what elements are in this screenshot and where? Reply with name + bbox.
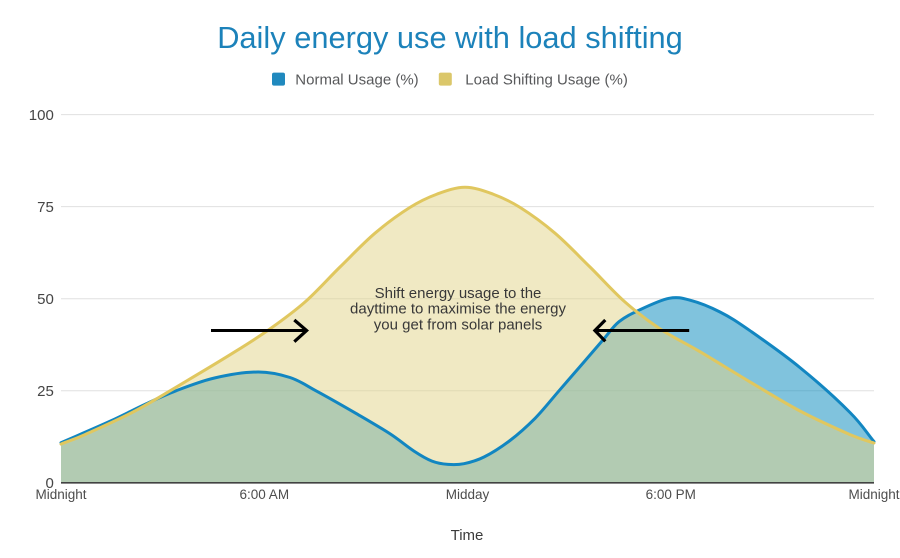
svg-text:Midnight: Midnight (848, 487, 899, 502)
svg-text:Time: Time (451, 527, 484, 544)
svg-text:100: 100 (29, 107, 54, 124)
svg-text:Midnight: Midnight (35, 487, 86, 502)
svg-text:you get from solar panels: you get from solar panels (374, 317, 542, 334)
svg-text:75: 75 (37, 199, 54, 216)
svg-text:Daily energy use with load shi: Daily energy use with load shifting (217, 20, 683, 55)
svg-text:Load Shifting Usage (%): Load Shifting Usage (%) (465, 72, 628, 89)
svg-text:0: 0 (45, 475, 53, 492)
svg-text:Midday: Midday (446, 487, 490, 502)
svg-text:50: 50 (37, 291, 54, 308)
svg-text:dayttime to maximise the energ: dayttime to maximise the energy (350, 301, 566, 318)
svg-text:25: 25 (37, 383, 54, 400)
svg-text:Normal Usage (%): Normal Usage (%) (295, 72, 418, 89)
svg-text:6:00 PM: 6:00 PM (646, 487, 696, 502)
svg-text:Shift energy usage to the: Shift energy usage to the (375, 285, 542, 302)
svg-text:6:00 AM: 6:00 AM (240, 487, 290, 502)
